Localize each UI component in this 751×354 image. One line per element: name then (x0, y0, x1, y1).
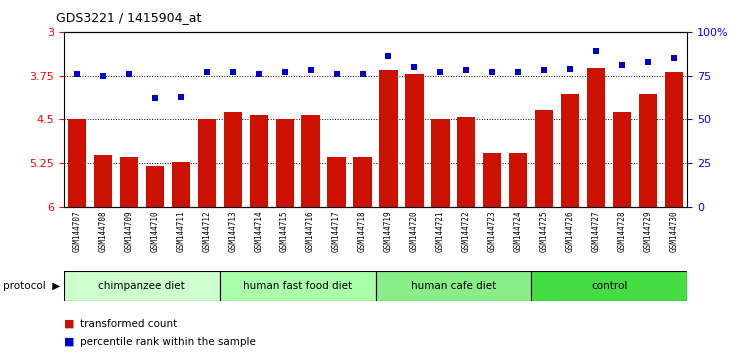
Text: GSM144715: GSM144715 (280, 210, 289, 252)
Point (409, 64, 421, 70)
Text: GSM144711: GSM144711 (176, 210, 185, 252)
Bar (509, 153, 527, 207)
Bar (224, 113, 242, 207)
Point (564, 66, 576, 72)
Point (460, 68, 472, 73)
Point (330, 71, 342, 77)
Bar (457, 116, 475, 207)
Text: GSM144712: GSM144712 (202, 210, 211, 252)
Bar (249, 115, 267, 207)
Text: GSM144716: GSM144716 (306, 210, 315, 252)
Text: GSM144718: GSM144718 (358, 210, 367, 252)
Text: chimpanzee diet: chimpanzee diet (98, 281, 185, 291)
Point (617, 62, 629, 68)
Bar (327, 158, 345, 207)
Text: GSM144713: GSM144713 (228, 210, 237, 252)
Point (279, 69, 291, 75)
Point (175, 94, 187, 99)
Bar (535, 109, 553, 207)
Bar (406, 74, 424, 207)
Bar (561, 95, 579, 207)
Point (122, 71, 134, 77)
Point (71, 71, 83, 77)
Text: GDS3221 / 1415904_at: GDS3221 / 1415904_at (56, 11, 202, 24)
Bar (665, 72, 683, 207)
Point (149, 96, 161, 101)
Bar (376, 271, 532, 301)
Text: GSM144719: GSM144719 (384, 210, 393, 252)
Text: GSM144730: GSM144730 (670, 210, 679, 252)
Text: GSM144708: GSM144708 (98, 210, 107, 252)
Point (668, 55, 680, 61)
Text: GSM144726: GSM144726 (566, 210, 575, 252)
Point (642, 59, 654, 64)
Point (305, 68, 317, 73)
Bar (119, 158, 138, 207)
Text: GSM144724: GSM144724 (514, 210, 523, 252)
Point (201, 69, 213, 75)
Bar (94, 154, 112, 207)
Text: GSM144709: GSM144709 (124, 210, 133, 252)
Bar (484, 153, 502, 207)
Bar (64, 271, 220, 301)
Text: GSM144720: GSM144720 (410, 210, 419, 252)
Text: ■: ■ (64, 319, 74, 329)
Text: human fast food diet: human fast food diet (243, 281, 352, 291)
Text: GSM144727: GSM144727 (592, 210, 601, 252)
Text: percentile rank within the sample: percentile rank within the sample (80, 337, 256, 347)
Bar (431, 120, 450, 207)
Text: GSM144728: GSM144728 (618, 210, 627, 252)
Bar (532, 271, 687, 301)
Bar (276, 120, 294, 207)
Point (357, 71, 369, 77)
Text: GSM144721: GSM144721 (436, 210, 445, 252)
Text: protocol  ▶: protocol ▶ (3, 281, 60, 291)
Text: control: control (591, 281, 627, 291)
Bar (146, 166, 164, 207)
Text: ■: ■ (64, 337, 74, 347)
Point (538, 68, 550, 73)
Text: GSM144722: GSM144722 (462, 210, 471, 252)
Bar (379, 70, 397, 207)
Point (252, 71, 264, 77)
Bar (354, 158, 372, 207)
Bar (639, 95, 657, 207)
Text: transformed count: transformed count (80, 319, 177, 329)
Bar (198, 120, 216, 207)
Point (487, 69, 499, 75)
Bar (172, 161, 190, 207)
Text: GSM144723: GSM144723 (488, 210, 497, 252)
Bar (587, 68, 605, 207)
Point (227, 69, 239, 75)
Bar (613, 113, 632, 207)
Point (382, 53, 394, 59)
Text: GSM144729: GSM144729 (644, 210, 653, 252)
Bar (220, 271, 376, 301)
Bar (301, 115, 320, 207)
Point (590, 48, 602, 54)
Text: GSM144717: GSM144717 (332, 210, 341, 252)
Text: GSM144710: GSM144710 (150, 210, 159, 252)
Text: GSM144725: GSM144725 (540, 210, 549, 252)
Text: GSM144707: GSM144707 (72, 210, 81, 252)
Point (434, 69, 446, 75)
Point (97, 73, 109, 79)
Point (512, 69, 524, 75)
Text: GSM144714: GSM144714 (254, 210, 263, 252)
Bar (68, 120, 86, 207)
Text: human cafe diet: human cafe diet (411, 281, 496, 291)
